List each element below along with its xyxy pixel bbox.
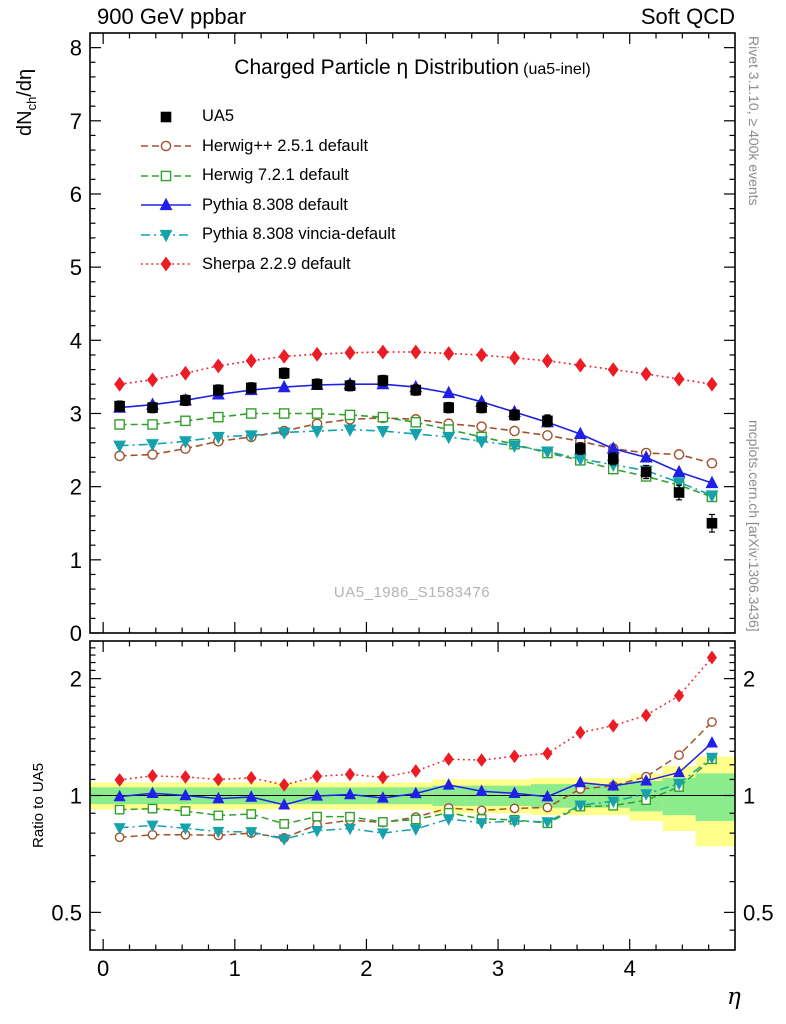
main-series (113, 344, 719, 503)
tick-label: 0.5 (743, 900, 774, 925)
axes-frames: 0 1 2 3 4 5 6 7 8 0.5 0.5 1 1 2 2 0 1 2 3 4 (51, 32, 774, 981)
ua5-data-points (114, 367, 718, 533)
tick-label: 2 (743, 667, 755, 692)
plot-title-main: Charged Particle η Distribution (234, 56, 520, 79)
y-axis-label-ratio: Ratio to UA5 (30, 762, 47, 848)
tick-label: 1 (229, 956, 241, 981)
tick-label: 5 (70, 255, 82, 280)
tick-label: 6 (70, 182, 82, 207)
tick-label: 2 (70, 667, 82, 692)
tick-label: 3 (70, 401, 82, 426)
tick-label: 2 (360, 956, 372, 981)
analysis-id-watermark: UA5_1986_S1583476 (333, 584, 491, 601)
tick-label: 2 (70, 475, 82, 500)
tick-label: 0 (70, 621, 82, 646)
x-axis-label: η (727, 984, 741, 1010)
main-panel-frame (89, 32, 736, 634)
rivet-version-note: Rivet 3.1.10, ≥ 400k events (746, 36, 762, 206)
tick-label: 3 (492, 956, 504, 981)
tick-label: 1 (70, 548, 82, 573)
tick-label: 7 (70, 109, 82, 134)
plot-title: Charged Particle η Distribution (ua5-inel… (90, 56, 735, 80)
tick-label: 8 (70, 36, 82, 61)
tick-label: 0.5 (51, 900, 82, 925)
ratio-series (113, 650, 718, 846)
tick-label: 4 (70, 328, 82, 353)
plot-title-suffix: (ua5-inel) (523, 61, 591, 78)
tick-label: 4 (624, 956, 636, 981)
tick-label: 1 (70, 784, 82, 809)
process-group-label: Soft QCD (640, 4, 735, 29)
mcplots-arxiv-note: mcplots.cern.ch [arXiv:1306.3436] (746, 420, 762, 632)
tick-label: 0 (97, 956, 109, 981)
tick-label: 1 (743, 784, 755, 809)
beam-energy-label: 900 GeV ppbar (97, 4, 247, 29)
y-axis-label-main: dNch/dη (14, 68, 39, 136)
